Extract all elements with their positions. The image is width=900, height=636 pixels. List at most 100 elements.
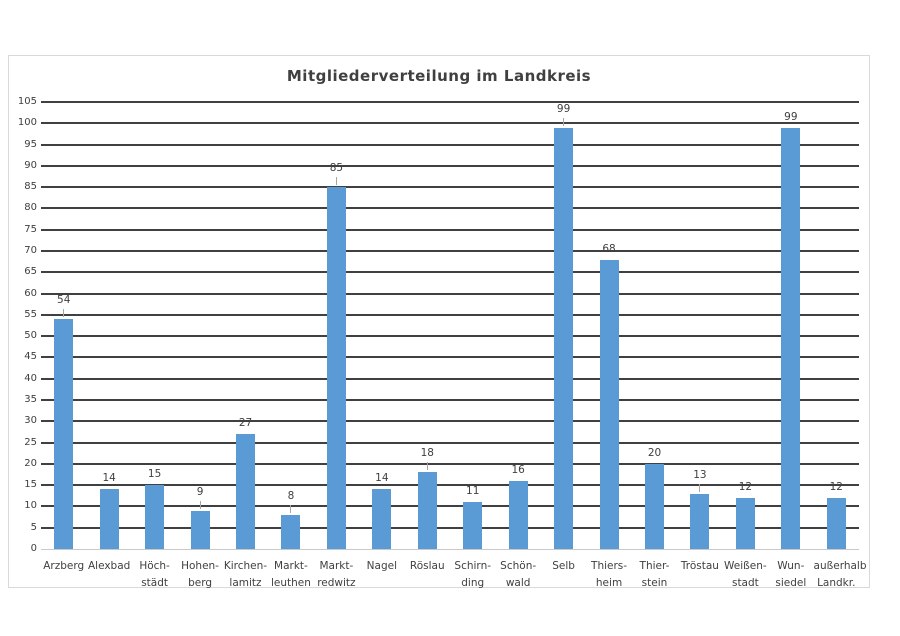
bar-value-label: 20 bbox=[647, 446, 662, 459]
bar bbox=[145, 485, 165, 549]
bar-value-label: 54 bbox=[57, 294, 71, 307]
y-axis-tick-label: 70 bbox=[24, 245, 37, 256]
category-label: Wun-siedel bbox=[768, 558, 813, 592]
category-label-line: Landkr. bbox=[817, 577, 856, 589]
label-leader-line bbox=[563, 117, 565, 126]
gridline bbox=[41, 335, 859, 338]
gridline bbox=[41, 462, 859, 465]
category-label: Arzberg bbox=[41, 558, 86, 575]
category-label-line: wald bbox=[505, 577, 531, 589]
category-label-line: lamitz bbox=[229, 577, 262, 589]
gridline bbox=[41, 441, 859, 444]
category-label: Markt-leuthen bbox=[268, 558, 313, 592]
bar-value-label: 18 bbox=[420, 447, 434, 460]
category-label-line: Hohen- bbox=[181, 560, 219, 572]
gridline bbox=[41, 313, 859, 316]
y-axis-tick-label: 65 bbox=[24, 266, 37, 278]
category-label: Selb bbox=[541, 558, 586, 575]
gridline bbox=[41, 250, 859, 252]
category-label-line: Alexbad bbox=[87, 560, 131, 572]
y-axis-tick-label: 50 bbox=[24, 330, 37, 342]
bar bbox=[190, 510, 210, 549]
gridline bbox=[41, 526, 859, 529]
bar bbox=[645, 463, 664, 549]
label-leader-line bbox=[335, 177, 337, 186]
bar-value-label: 16 bbox=[511, 463, 525, 476]
gridline bbox=[41, 143, 859, 146]
bar bbox=[372, 489, 392, 549]
gridline bbox=[41, 505, 859, 508]
category-label: Alexbad bbox=[86, 558, 131, 575]
bar-value-label: 14 bbox=[375, 472, 389, 485]
bar bbox=[99, 489, 119, 549]
bar-value-label: 68 bbox=[602, 242, 616, 255]
category-label: Kirchen-lamitz bbox=[223, 558, 268, 592]
category-label: Schön-wald bbox=[495, 558, 540, 592]
bar bbox=[690, 493, 710, 549]
category-label-line: Nagel bbox=[366, 560, 397, 572]
gridline bbox=[41, 271, 859, 274]
gridline bbox=[41, 292, 859, 295]
bar bbox=[54, 319, 74, 549]
y-axis-tick-label: 35 bbox=[24, 394, 37, 405]
gridline bbox=[41, 484, 859, 487]
category-label: Tröstau bbox=[677, 558, 722, 575]
label-leader-line bbox=[699, 483, 701, 492]
y-axis-tick-label: 85 bbox=[24, 181, 37, 193]
gridline bbox=[41, 377, 859, 380]
bar bbox=[826, 497, 846, 549]
category-label-line: berg bbox=[188, 577, 213, 589]
gridline bbox=[41, 399, 859, 401]
y-axis-tick-label: 105 bbox=[17, 96, 37, 107]
bar-value-label: 14 bbox=[102, 472, 116, 485]
label-leader-line bbox=[290, 504, 292, 513]
category-label-line: Kirchen- bbox=[223, 560, 268, 572]
category-label-line: stein bbox=[641, 577, 668, 589]
bar-value-label: 27 bbox=[238, 417, 253, 430]
category-label: Thiers-heim bbox=[586, 558, 631, 592]
category-label-line: Schirn- bbox=[454, 560, 492, 572]
bar-value-label: 99 bbox=[784, 110, 798, 123]
category-label-line: Markt- bbox=[274, 560, 308, 572]
x-axis-line bbox=[41, 549, 859, 550]
category-label: Weißen-stadt bbox=[723, 558, 768, 592]
category-label-line: stadt bbox=[731, 577, 759, 589]
bar-value-label: 13 bbox=[693, 468, 707, 481]
label-leader-line bbox=[199, 500, 201, 509]
bar-value-label: 12 bbox=[829, 480, 843, 493]
gridline bbox=[41, 228, 859, 231]
y-axis-tick-label: 20 bbox=[24, 457, 37, 469]
y-axis-tick-label: 90 bbox=[24, 159, 37, 171]
bar-value-label: 85 bbox=[329, 162, 344, 175]
y-axis-tick-label: 45 bbox=[24, 351, 37, 363]
y-axis-tick-label: 60 bbox=[24, 287, 37, 299]
category-label-line: Markt- bbox=[319, 560, 354, 572]
y-axis-tick-label: 95 bbox=[24, 138, 37, 150]
category-label: Thier-stein bbox=[632, 558, 677, 592]
bar bbox=[508, 480, 528, 549]
gridline bbox=[41, 186, 859, 189]
gridline bbox=[41, 164, 859, 167]
y-axis-tick-label: 40 bbox=[24, 372, 37, 384]
category-label-line: Weißen- bbox=[724, 560, 767, 572]
y-axis-tick-label: 75 bbox=[24, 223, 37, 235]
label-leader-line bbox=[426, 462, 428, 471]
y-axis-tick-label: 0 bbox=[30, 543, 37, 554]
gridline bbox=[41, 207, 859, 210]
category-label: Nagel bbox=[359, 558, 404, 575]
category-label-line: außerhalb bbox=[813, 560, 867, 572]
bar bbox=[326, 187, 346, 549]
category-label-line: Thier- bbox=[639, 560, 670, 572]
y-axis-tick-label: 25 bbox=[24, 436, 37, 448]
category-label: Hohen-berg bbox=[177, 558, 222, 592]
chart-frame: Mitgliederverteilung im Landkreis 0 5 10 15… bbox=[8, 55, 870, 589]
bar-value-label: 11 bbox=[466, 485, 480, 498]
y-axis-tick-label: 5 bbox=[30, 521, 37, 533]
category-label-line: Selb bbox=[552, 560, 575, 572]
bar-value-label: 99 bbox=[556, 102, 571, 115]
category-label-line: siedel bbox=[775, 577, 807, 589]
gridline bbox=[41, 101, 859, 103]
gridline bbox=[41, 420, 859, 423]
bar bbox=[599, 259, 619, 549]
